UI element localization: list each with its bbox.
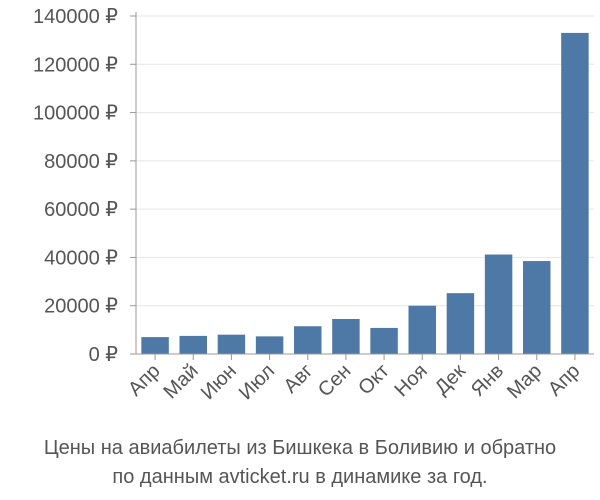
bar	[179, 335, 207, 354]
bar	[408, 305, 436, 354]
x-tick-label: Дек	[431, 360, 470, 399]
bar	[294, 326, 322, 354]
x-tick-label: Май	[160, 360, 203, 403]
bars	[141, 32, 589, 355]
y-tick-label: 0 ₽	[89, 344, 119, 366]
x-tick-label: Апр	[544, 360, 585, 401]
y-tick-label: 80000 ₽	[44, 151, 118, 173]
x-tick-label: Сен	[314, 360, 355, 401]
bar	[332, 318, 360, 354]
bar	[141, 337, 169, 354]
caption-line-1: Цены на авиабилеты из Бишкека в Боливию …	[44, 437, 556, 459]
bar	[255, 336, 284, 354]
y-tick-label: 120000 ₽	[33, 54, 118, 76]
axes	[130, 12, 594, 360]
bar	[217, 334, 246, 354]
chart-caption: Цены на авиабилеты из Бишкека в Боливию …	[44, 437, 556, 488]
y-tick-label: 60000 ₽	[44, 199, 118, 221]
bar	[370, 327, 398, 354]
bar	[484, 254, 513, 354]
bar	[446, 293, 475, 354]
x-tick-label: Июл	[235, 360, 279, 404]
x-tick-label: Окт	[354, 360, 393, 399]
x-tick-label: Янв	[467, 360, 508, 401]
grid-lines	[136, 15, 594, 307]
x-tick-label: Мар	[503, 360, 546, 403]
y-tick-label: 140000 ₽	[33, 6, 118, 28]
y-tick-label: 40000 ₽	[44, 247, 118, 269]
bar	[523, 261, 551, 354]
bar	[561, 32, 589, 355]
y-tick-label: 100000 ₽	[33, 103, 118, 125]
y-tick-labels: 0 ₽ 20000 ₽ 40000 ₽ 60000 ₽ 80000 ₽ 100000 ₽ 1…	[33, 6, 118, 366]
x-tick-label: Авг	[280, 360, 318, 398]
x-tick-label: Ноя	[390, 360, 431, 401]
caption-line-2: по данным avticket.ru в динамике за год.	[112, 466, 487, 488]
x-tick-label: Июн	[197, 360, 241, 404]
x-tick-label: Апр	[124, 360, 165, 401]
y-tick-label: 20000 ₽	[44, 296, 118, 318]
